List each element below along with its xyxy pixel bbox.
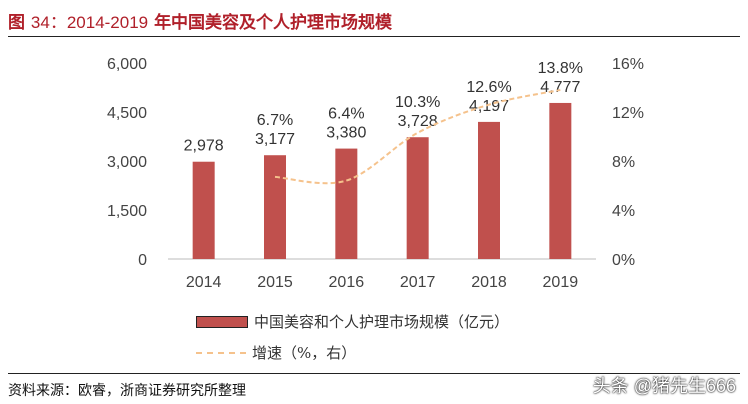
figure-prefix: 图 (8, 13, 25, 33)
bar-2019 (549, 102, 572, 260)
x-tick-label: 2016 (329, 274, 365, 291)
x-tick-label: 2018 (471, 274, 507, 291)
y-left-tick-label: 0 (138, 252, 147, 269)
x-tick-label: 2015 (257, 274, 293, 291)
source-rule (8, 373, 740, 374)
bar-2016 (335, 148, 358, 259)
y-right-tick-label: 16% (612, 56, 644, 73)
x-tick-label: 2014 (186, 274, 222, 291)
watermark: 头条 @猪先生666 (592, 376, 736, 396)
title-rule (8, 36, 740, 37)
figure-title-text: 年中国美容及个人护理市场规模 (154, 13, 393, 33)
x-tick-label: 2019 (543, 274, 579, 291)
legend-swatch-bar (196, 315, 248, 328)
line-data-label: 13.8% (538, 60, 583, 77)
line-data-label: 10.3% (395, 94, 440, 111)
legend-label-line: 增速（%，右） (252, 344, 357, 362)
bar-data-label: 3,380 (326, 125, 366, 142)
bar-2017 (406, 137, 429, 259)
y-right-tick-label: 12% (612, 105, 644, 122)
chart: 0 1,500 3,000 4,500 6,000 0% 4% 8% 12% 16% 2014 2,9… (107, 56, 644, 291)
bar-2015 (264, 155, 286, 259)
bar-data-label: 4,777 (540, 79, 580, 96)
bar-2014 (192, 161, 215, 259)
line-data-label: 12.6% (466, 79, 511, 96)
y-right-tick-label: 0% (612, 252, 635, 269)
y-left-tick-label: 6,000 (107, 56, 147, 73)
legend-item-line: 增速（%，右） (196, 342, 356, 363)
y-left-tick-label: 1,500 (107, 203, 147, 220)
bar-data-label: 4,197 (469, 98, 509, 115)
legend-swatch-line (196, 351, 246, 354)
legend-label-bar: 中国美容和个人护理市场规模（亿元） (254, 313, 510, 331)
figure-number: 34：2014-2019 (30, 13, 149, 32)
y-left-tick-label: 4,500 (107, 105, 147, 122)
bar-data-label: 3,177 (255, 131, 295, 148)
source-note: 资料来源：欧睿，浙商证券研究所整理 (8, 383, 246, 399)
line-data-label: 6.4% (328, 106, 364, 123)
x-tick-label: 2017 (400, 274, 436, 291)
figure-title: 图 34：2014-2019 年中国美容及个人护理市场规模 (8, 8, 392, 33)
bar-2018 (478, 121, 500, 259)
line-data-label: 6.7% (257, 112, 293, 129)
y-left-tick-label: 3,000 (107, 154, 147, 171)
growth-line (274, 88, 561, 185)
y-right-tick-label: 4% (612, 203, 635, 220)
legend-item-bar: 中国美容和个人护理市场规模（亿元） (196, 311, 509, 332)
y-right-tick-label: 8% (612, 154, 635, 171)
bar-data-label: 3,728 (398, 113, 438, 130)
bar-data-label: 2,978 (184, 138, 224, 155)
